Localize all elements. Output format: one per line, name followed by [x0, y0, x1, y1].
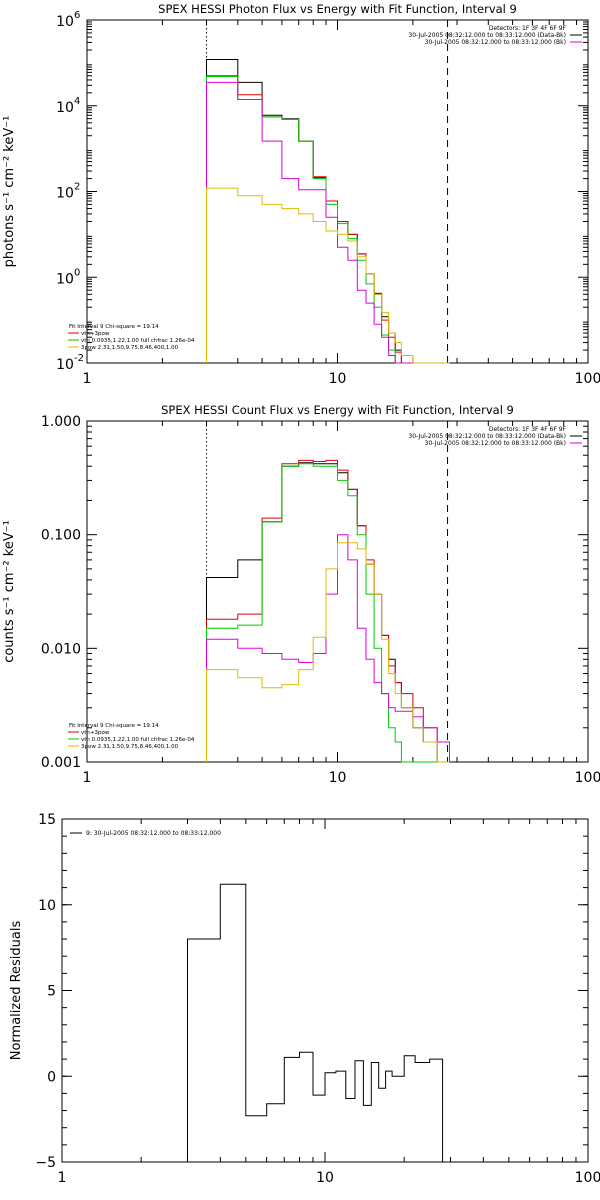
residuals-panel: 1 10 100 −5 0 5 10 15 Normalized Residuals 9: 30-… [9, 812, 600, 1186]
x-tick-label: 100 [575, 1170, 600, 1186]
fit-legend-text: 3pow 2.31,1.50,9.75,8.46,400,1.00 [81, 345, 179, 351]
fit-legend-text: Fit Interval 9 Chi-square = 19.14 [69, 723, 159, 729]
x-tick-label: 100 [575, 371, 600, 387]
histogram-series-1 [206, 75, 450, 364]
histogram-series-0 [206, 59, 450, 364]
y-tick-label-exponent: 6 [74, 10, 80, 21]
y-tick-label-exponent: 2 [74, 182, 80, 193]
y-tick-label: 15 [38, 812, 56, 828]
plot-frame [61, 818, 589, 1163]
y-tick-label: 1.000 [41, 414, 81, 430]
x-tick-label: 1 [58, 1170, 67, 1186]
y-tick-label-base: 10 [56, 100, 74, 116]
y-tick-label-exponent: 4 [74, 96, 80, 107]
histogram-series-4 [206, 542, 450, 763]
histogram-series-2 [206, 463, 450, 763]
y-axis-title: counts s⁻¹ cm⁻² keV⁻¹ [2, 520, 17, 663]
fit-legend-text: vth 0.0935,1.22,1.00 full chfrac 1.26e-0… [81, 338, 195, 344]
histogram-series-4 [206, 187, 450, 364]
y-tick-label-base: 10 [56, 271, 74, 287]
plot-frame [86, 19, 589, 364]
info-text: 30-Jul-2005 08:32:12.000 to 08:33:12.000… [408, 32, 566, 39]
y-tick-label-base: 10 [56, 357, 74, 373]
y-tick-label: 0.010 [41, 641, 81, 657]
y-tick-label: 10 [38, 898, 56, 914]
fit-legend-text: vth+3pow [81, 730, 110, 736]
info-text: 30-Jul-2005 08:32:12.000 to 08:33:12.000… [408, 433, 566, 440]
info-text: 30-Jul-2005 08:32:12.000 to 08:33:12.000… [425, 39, 566, 46]
count-flux-panel: SPEX HESSI Count Flux vs Energy with Fit… [2, 403, 600, 786]
fit-legend-text: vth+3pow [81, 331, 110, 337]
info-text: Detectors: 1F 3F 4F 6F 9F [489, 426, 567, 433]
info-text: 30-Jul-2005 08:32:12.000 to 08:33:12.000… [425, 440, 566, 447]
y-tick-label: −5 [35, 1155, 56, 1171]
x-tick-label: 10 [316, 1170, 334, 1186]
info-text: Detectors: 1F 3F 4F 6F 9F [489, 25, 567, 32]
histogram-series-2 [206, 76, 450, 364]
y-tick-label-base: 10 [56, 186, 74, 202]
x-tick-label: 10 [329, 770, 347, 786]
y-tick-label-exponent: -2 [74, 353, 84, 364]
y-tick-label-base: 10 [56, 14, 74, 30]
residual-legend-text: 9: 30-Jul-2005 08:32:12.000 to 08:33:12.… [86, 830, 221, 837]
x-tick-label: 10 [329, 371, 347, 387]
x-tick-label: 1 [83, 371, 92, 387]
photon-flux-panel: SPEX HESSI Photon Flux vs Energy with Fi… [2, 2, 600, 387]
y-tick-label: 5 [47, 984, 56, 1000]
histogram-series-0 [187, 883, 444, 1162]
x-tick-label: 100 [575, 770, 600, 786]
x-tick-label: 1 [83, 770, 92, 786]
y-axis-title: Normalized Residuals [9, 921, 24, 1061]
fit-legend-text: vth 0.0935,1.22,1.00 full chfrac 1.26e-0… [81, 737, 195, 743]
y-tick-label: 0.001 [41, 755, 81, 771]
chart-title: SPEX HESSI Photon Flux vs Energy with Fi… [158, 2, 517, 16]
fit-legend-text: 3pow 2.31,1.50,9.75,8.46,400,1.00 [81, 744, 179, 750]
chart-title: SPEX HESSI Count Flux vs Energy with Fit… [161, 403, 514, 417]
histogram-series-3 [206, 81, 450, 364]
y-tick-label-exponent: 0 [74, 267, 80, 278]
y-tick-label: 0.100 [41, 528, 81, 544]
y-axis-title: photons s⁻¹ cm⁻² keV⁻¹ [2, 116, 17, 268]
fit-legend-text: Fit Interval 9 Chi-square = 19.14 [69, 324, 159, 330]
y-tick-label: 0 [47, 1069, 56, 1085]
